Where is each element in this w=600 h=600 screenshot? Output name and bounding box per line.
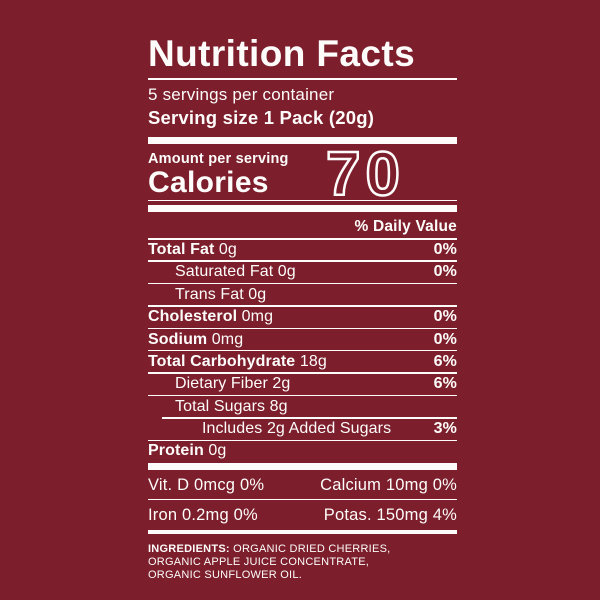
servings-per-container: 5 servings per container: [148, 84, 335, 104]
nutrition-facts-title: Nutrition Facts: [148, 33, 416, 74]
nutrient-label: Sodium 0mg: [148, 330, 244, 348]
nutrient-row-protein: Protein 0g: [148, 441, 457, 462]
medium-divider-minerals: [148, 530, 457, 535]
nutrient-dv: 6%: [433, 375, 457, 393]
thin-divider-calories: [148, 199, 457, 201]
ingredients-line-1: INGREDIENTS: ORGANIC DRIED CHERRIES,: [148, 543, 391, 556]
amount-per-serving-label: Amount per serving: [148, 150, 289, 167]
nutrient-row-added-sugars: Includes 2g Added Sugars 3%: [148, 419, 457, 440]
nutrient-row-cholesterol: Cholesterol 0mg 0%: [148, 307, 457, 328]
mineral-row-1: Vit. D 0mcg 0% Calcium 10mg 0%: [148, 470, 457, 499]
divider-indented: [162, 417, 457, 419]
nutrient-label: Protein 0g: [148, 442, 227, 460]
title-divider: [148, 78, 457, 80]
nutrient-dv: 3%: [433, 420, 457, 438]
calories-labels: Amount per serving Calories: [148, 151, 289, 198]
nutrient-dv: 0%: [433, 240, 457, 258]
ingredients-label: INGREDIENTS:: [148, 543, 230, 556]
calories-value-outline: 70: [325, 148, 405, 198]
thick-divider-protein: [148, 462, 457, 470]
nutrient-dv: 0%: [433, 330, 457, 348]
nutrient-label: Total Fat 0g: [148, 240, 237, 258]
daily-value-header: % Daily Value: [354, 218, 457, 235]
nutrient-row-dietary-fiber: Dietary Fiber 2g 6%: [148, 374, 457, 395]
nutrient-dv: 6%: [433, 352, 457, 370]
divider: [148, 305, 457, 307]
nutrient-dv: 0%: [433, 263, 457, 281]
nutrient-row-total-fat: Total Fat 0g 0%: [148, 240, 457, 261]
divider: [148, 394, 457, 397]
nutrient-row-total-sugars: Total Sugars 8g: [148, 396, 457, 417]
mineral-vitamin-d: Vit. D 0mcg 0%: [148, 475, 265, 494]
mineral-iron: Iron 0.2mg 0%: [148, 506, 258, 525]
nutrient-row-trans-fat: Trans Fat 0g: [148, 284, 457, 305]
calories-row: Amount per serving Calories 70: [148, 148, 457, 198]
calories-value: 70: [326, 148, 405, 198]
divider: [148, 349, 457, 352]
nutrient-label: Saturated Fat 0g: [175, 263, 296, 281]
divider: [148, 439, 457, 442]
ingredients-line-2: ORGANIC APPLE JUICE CONCENTRATE,: [148, 556, 370, 569]
nutrient-label: Dietary Fiber 2g: [175, 375, 291, 393]
divider: [148, 372, 457, 374]
mineral-potassium: Potas. 150mg 4%: [323, 506, 457, 525]
mineral-calcium: Calcium 10mg 0%: [320, 475, 457, 494]
mineral-row-2: Iron 0.2mg 0% Potas. 150mg 4%: [148, 500, 457, 530]
nutrition-facts-panel: Nutrition Facts 5 servings per container…: [148, 33, 457, 582]
divider: [148, 238, 457, 240]
nutrient-row-total-carbohydrate: Total Carbohydrate 18g 6%: [148, 351, 457, 372]
divider: [148, 282, 457, 285]
thick-divider-daily-value: [148, 205, 457, 212]
nutrient-row-sodium: Sodium 0mg 0%: [148, 329, 457, 350]
nutrient-dv: 0%: [433, 308, 457, 326]
ingredients-block: INGREDIENTS: ORGANIC DRIED CHERRIES, ORG…: [148, 543, 457, 582]
nutrient-label: Cholesterol 0mg: [148, 308, 274, 326]
nutrient-label: Includes 2g Added Sugars: [202, 420, 392, 438]
nutrient-label: Trans Fat 0g: [175, 285, 267, 303]
thick-divider-serving: [148, 136, 457, 144]
nutrient-label: Total Carbohydrate 18g: [148, 352, 327, 370]
calories-label: Calories: [148, 165, 269, 199]
divider: [148, 327, 457, 330]
nutrient-row-saturated-fat: Saturated Fat 0g 0%: [148, 262, 457, 283]
nutrient-label: Total Sugars 8g: [175, 397, 288, 415]
divider: [148, 498, 457, 501]
divider: [148, 260, 457, 262]
ingredients-line-3: ORGANIC SUNFLOWER OIL.: [148, 569, 303, 582]
serving-size: Serving size 1 Pack (20g): [148, 106, 375, 128]
